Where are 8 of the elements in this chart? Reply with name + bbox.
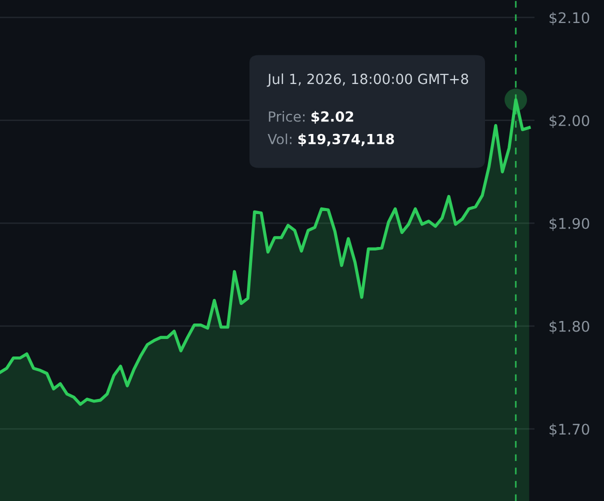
y-tick-label: $2.00 [550, 114, 590, 128]
y-tick-label: $2.10 [550, 12, 590, 26]
y-tick-label: $1.80 [550, 320, 590, 334]
annotation: Jul 1, 2026, 18:00:00 GMT+8 [266, 73, 468, 87]
annotation: Price: $2.02 [268, 111, 354, 124]
y-tick-label: $1.70 [550, 423, 590, 437]
annotation: Vol: $19,374,118 [268, 134, 394, 146]
y-tick-label: $1.90 [550, 218, 590, 231]
